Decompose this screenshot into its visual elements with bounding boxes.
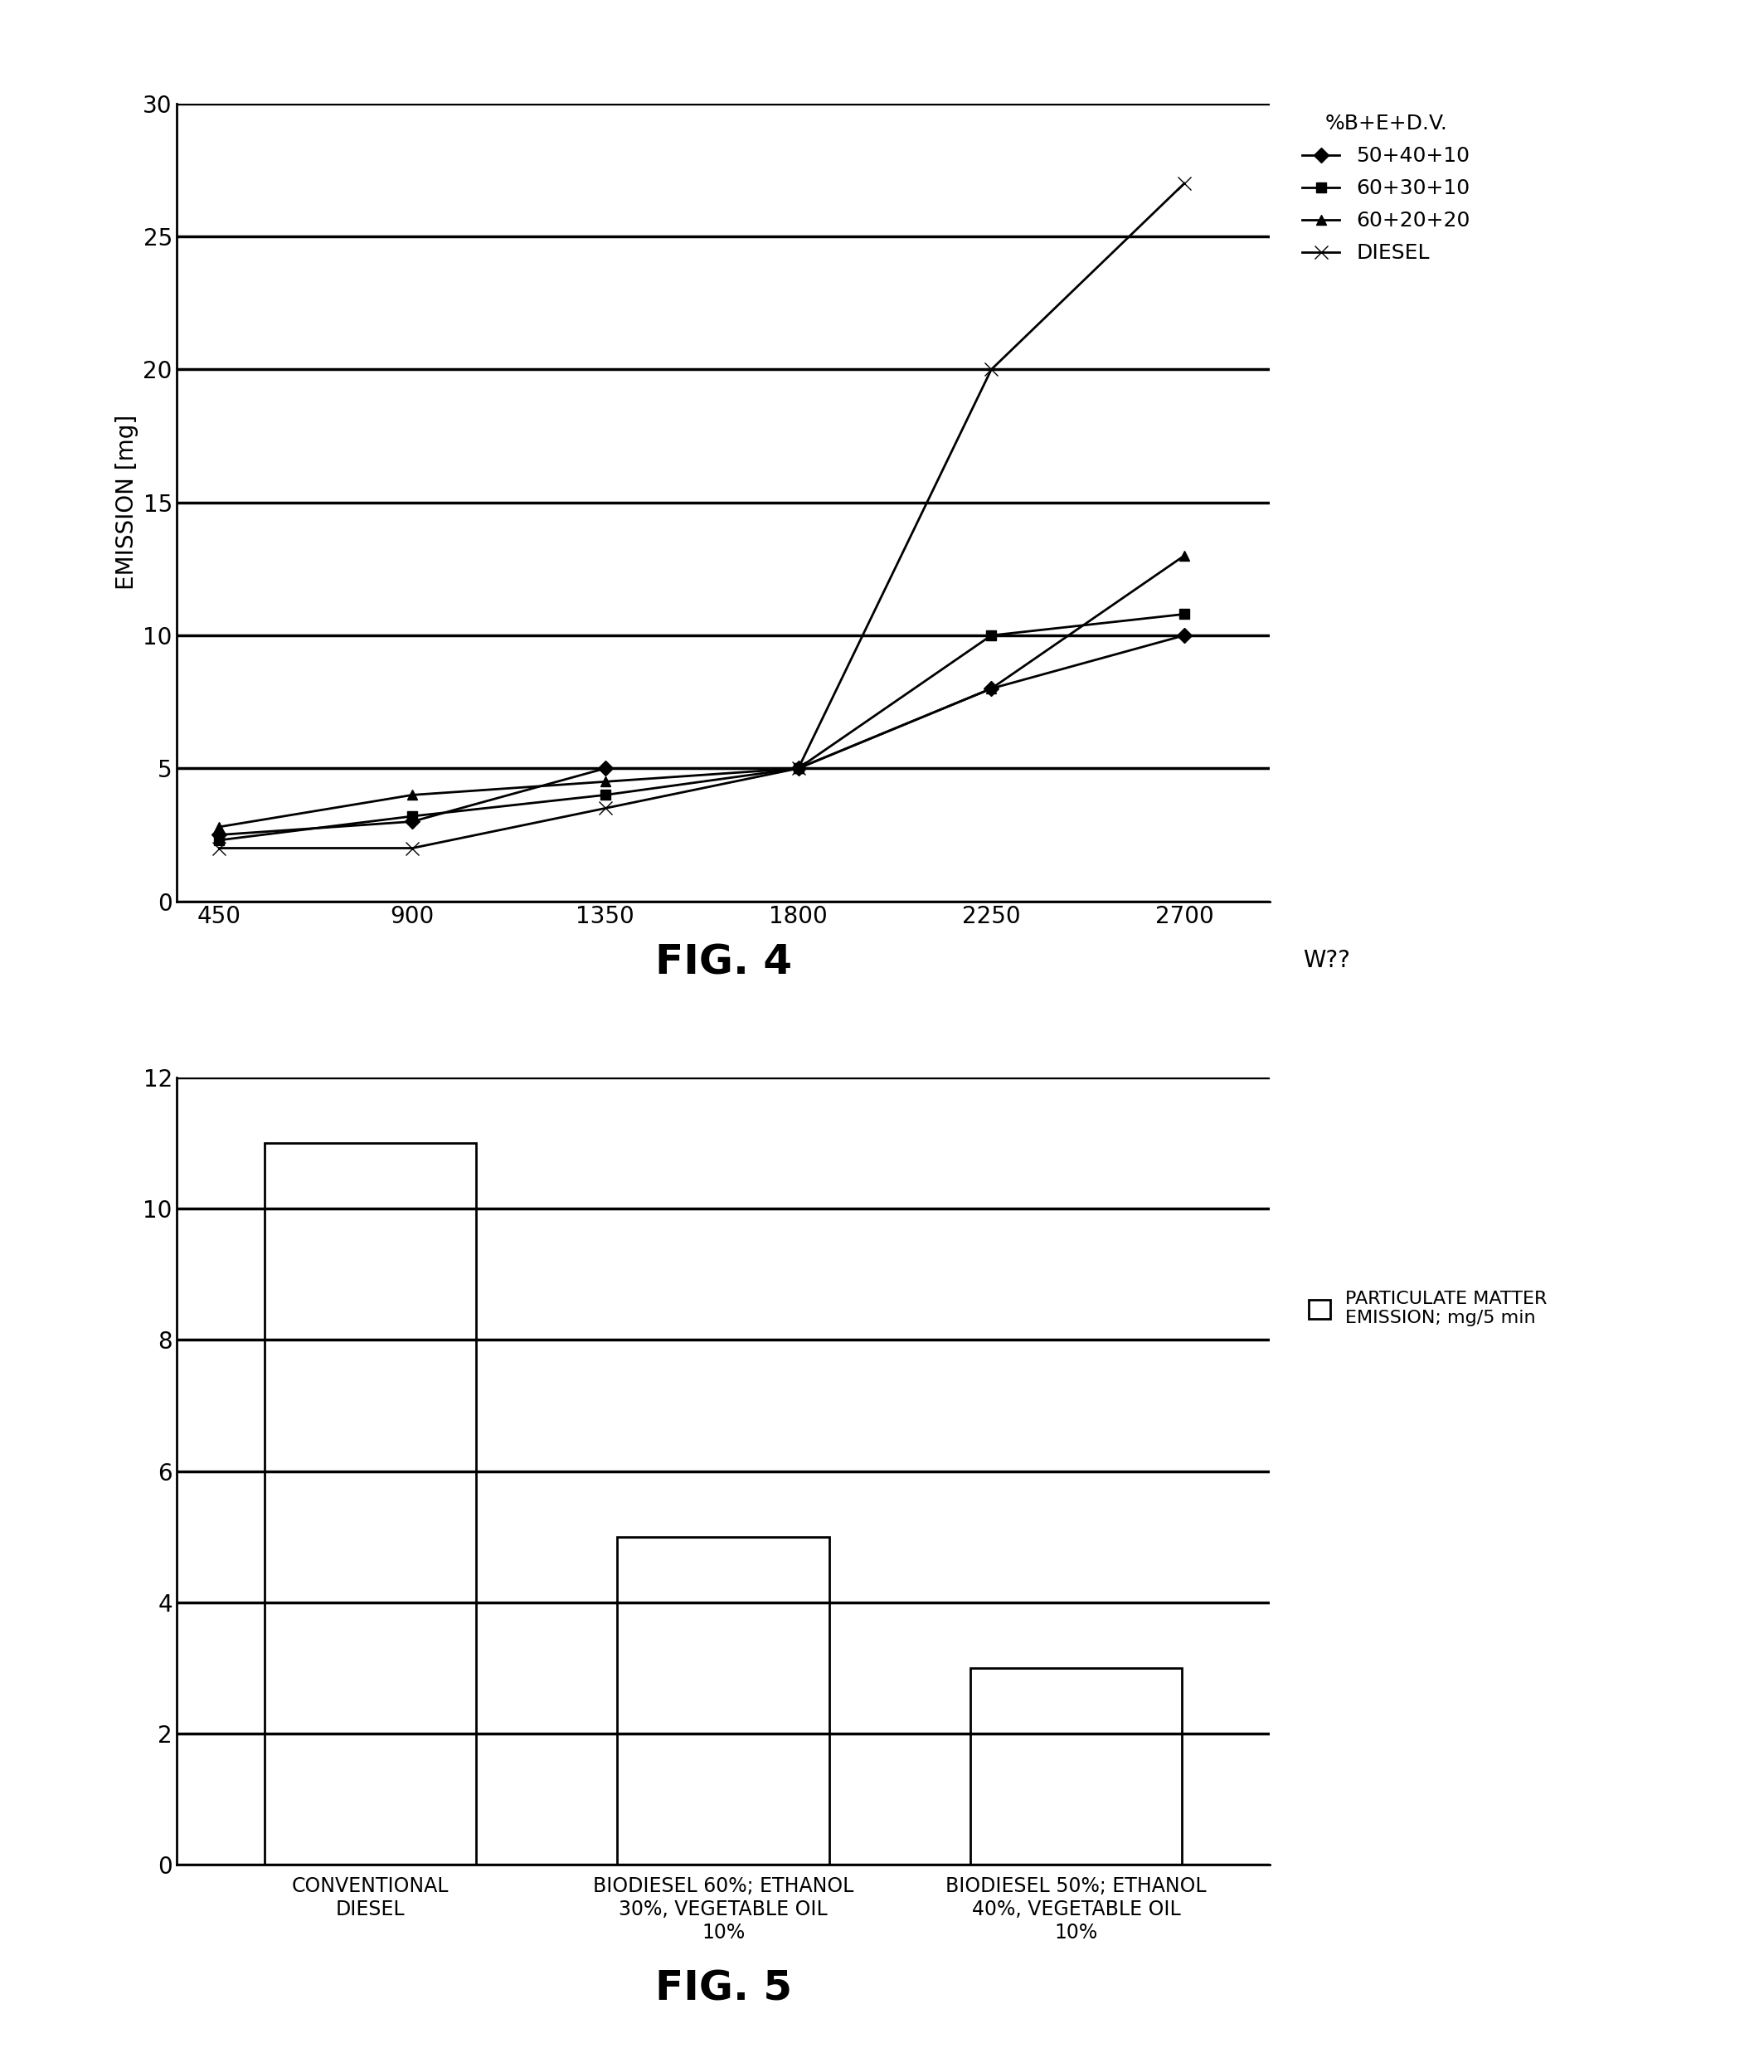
DIESEL (594, 796, 616, 821)
50+40+10 (208, 823, 229, 847)
Bar (970, 1668, 1182, 1865)
50+40+10 (981, 675, 1002, 700)
DIESEL (1173, 172, 1194, 197)
60+30+10 (402, 804, 423, 829)
60+20+20 (981, 675, 1002, 700)
Bar (265, 1144, 476, 1865)
Line: 60+20+20: 60+20+20 (213, 551, 1189, 833)
60+20+20 (402, 783, 423, 808)
50+40+10 (594, 756, 616, 781)
Line: 60+30+10: 60+30+10 (213, 609, 1189, 845)
Bar (617, 1537, 829, 1865)
Text: FIG. 4: FIG. 4 (654, 943, 792, 982)
Line: 50+40+10: 50+40+10 (213, 630, 1189, 839)
50+40+10 (789, 756, 810, 781)
50+40+10 (402, 810, 423, 835)
Text: FIG. 5: FIG. 5 (654, 1968, 792, 2008)
DIESEL (789, 756, 810, 781)
60+20+20 (208, 814, 229, 839)
Legend: PARTICULATE MATTER
EMISSION; mg/5 min: PARTICULATE MATTER EMISSION; mg/5 min (1302, 1283, 1554, 1334)
60+30+10 (594, 783, 616, 808)
Legend: 50+40+10, 60+30+10, 60+20+20, DIESEL: 50+40+10, 60+30+10, 60+20+20, DIESEL (1302, 114, 1469, 263)
Y-axis label: EMISSION [mg]: EMISSION [mg] (115, 414, 138, 591)
60+20+20 (594, 769, 616, 794)
DIESEL (208, 835, 229, 860)
60+30+10 (981, 624, 1002, 649)
DIESEL (981, 356, 1002, 381)
Line: DIESEL: DIESEL (212, 176, 1191, 856)
60+20+20 (789, 756, 810, 781)
Text: W??: W?? (1304, 949, 1349, 972)
50+40+10 (1173, 624, 1194, 649)
60+30+10 (1173, 601, 1194, 626)
60+30+10 (789, 756, 810, 781)
60+20+20 (1173, 543, 1194, 568)
DIESEL (402, 835, 423, 860)
60+30+10 (208, 827, 229, 852)
